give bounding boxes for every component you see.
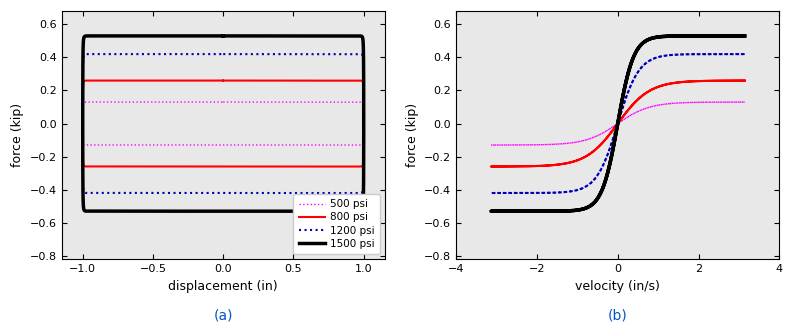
Y-axis label: force (kip): force (kip) xyxy=(406,103,418,167)
X-axis label: velocity (in/s): velocity (in/s) xyxy=(576,280,660,293)
Legend: 500 psi, 800 psi, 1200 psi, 1500 psi: 500 psi, 800 psi, 1200 psi, 1500 psi xyxy=(293,194,380,254)
X-axis label: displacement (in): displacement (in) xyxy=(168,280,278,293)
Text: (b): (b) xyxy=(608,309,627,323)
Text: (a): (a) xyxy=(214,309,233,323)
Y-axis label: force (kip): force (kip) xyxy=(11,103,24,167)
